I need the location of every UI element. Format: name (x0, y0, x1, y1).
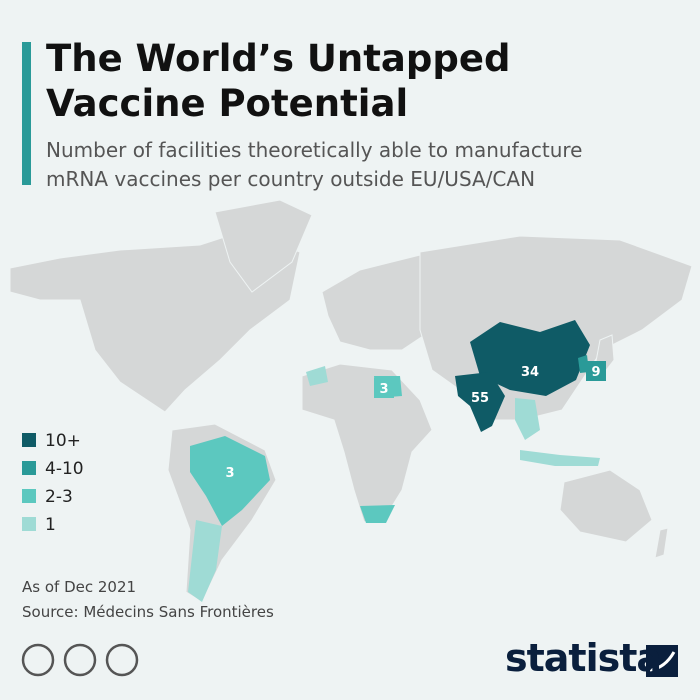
source: Source: Médecins Sans Frontières (22, 603, 274, 621)
brand: statista (505, 636, 662, 680)
title-accent (22, 42, 31, 185)
country-indonesia (520, 450, 600, 466)
by-icon (63, 643, 97, 677)
label-box (374, 378, 394, 398)
africa (301, 363, 433, 523)
north-america (9, 231, 301, 413)
brand-logo (646, 645, 678, 677)
note: As of Dec 2021 (22, 578, 137, 596)
nd-icon (105, 643, 139, 677)
country-argentina-chile (188, 520, 222, 602)
legend-label: 4-10 (45, 459, 84, 479)
legend: 10+ 4-10 2-3 1 (22, 431, 84, 535)
brand-logo-mark (649, 651, 676, 672)
map-label: 3 (379, 382, 388, 397)
country-southeast-asia (515, 398, 540, 440)
legend-label: 10+ (45, 431, 81, 451)
legend-swatch (22, 489, 36, 503)
country-india (455, 372, 505, 432)
label-box (586, 361, 606, 381)
title: The World’s Untapped Vaccine Potential (46, 37, 511, 125)
legend-swatch (22, 433, 36, 447)
europe (321, 254, 441, 351)
country-south-africa (360, 505, 395, 523)
country-china (470, 320, 590, 396)
map-label: 34 (521, 365, 539, 380)
greenland (214, 199, 313, 293)
legend-swatch (22, 517, 36, 531)
new-zealand (654, 527, 669, 559)
legend-label: 2-3 (45, 487, 73, 507)
subtitle: Number of facilities theoretically able … (46, 138, 583, 191)
cc-icon (21, 643, 55, 677)
map-label: 3 (225, 466, 234, 481)
legend-swatch (22, 461, 36, 475)
map-labels: 34 55 9 3 3 (225, 361, 606, 481)
country-morocco (306, 366, 328, 386)
legend-label: 1 (45, 515, 56, 535)
map-label: 9 (591, 365, 600, 380)
australia (559, 469, 653, 543)
country-brazil (190, 436, 270, 526)
map-label: 55 (471, 391, 489, 406)
